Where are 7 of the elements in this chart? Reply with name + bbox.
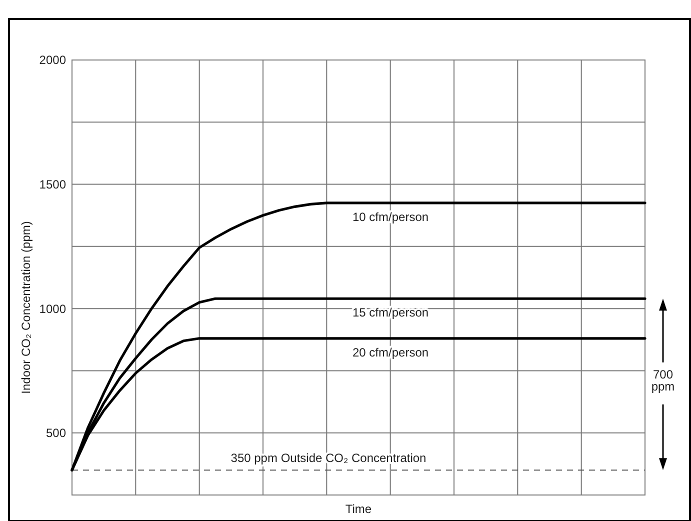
y-tick-label: 2000 (39, 53, 66, 68)
y-tick-label: 500 (46, 426, 66, 440)
y-tick-label: 1000 (39, 302, 66, 316)
y-tick-label: 1500 (39, 177, 66, 192)
text: 700 ppm (651, 367, 675, 394)
x-axis-title: Time (345, 502, 372, 516)
y-axis-title: Indoor CO₂ Concentration (ppm) (19, 221, 33, 394)
